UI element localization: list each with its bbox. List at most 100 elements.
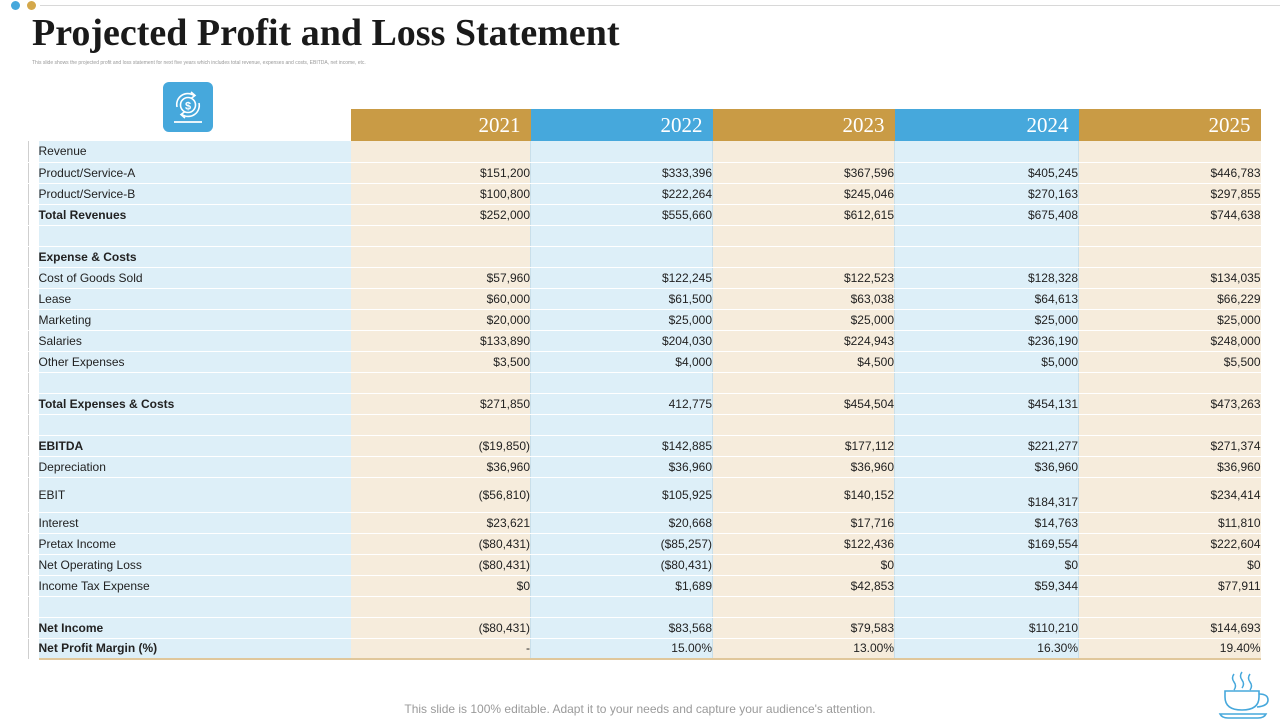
cell-value xyxy=(530,596,713,618)
cell-value: $61,500 xyxy=(530,288,713,310)
cell-value: $252,000 xyxy=(350,204,531,226)
cell-value: ($80,431) xyxy=(350,554,531,576)
cell-value xyxy=(712,246,895,268)
cell-value: $122,523 xyxy=(712,267,895,289)
cell-value: $0 xyxy=(894,554,1079,576)
cell-value: $5,000 xyxy=(894,351,1079,373)
cell-value: $405,245 xyxy=(894,162,1079,184)
cell-value: $133,890 xyxy=(350,330,531,352)
cell-value xyxy=(1078,414,1261,436)
cell-value xyxy=(530,225,713,247)
cell-value: $297,855 xyxy=(1078,183,1261,205)
cell-value: $142,885 xyxy=(530,435,713,457)
table-row: Net Income ($80,431) $83,568 $79,583 $11… xyxy=(28,617,1261,639)
cell-value: $333,396 xyxy=(530,162,713,184)
cell-value: $100,800 xyxy=(350,183,531,205)
cell-value xyxy=(712,596,895,618)
cell-value xyxy=(894,414,1079,436)
cell-value xyxy=(1078,225,1261,247)
cell-value xyxy=(530,414,713,436)
cell-value xyxy=(712,141,895,163)
cell-value xyxy=(894,225,1079,247)
row-label: Other Expenses xyxy=(38,351,351,373)
cell-value xyxy=(1078,596,1261,618)
cell-value: ($80,431) xyxy=(530,554,713,576)
cell-value: $20,000 xyxy=(350,309,531,331)
cell-value: $473,263 xyxy=(1078,393,1261,415)
table-row: Total Expenses & Costs $271,850 412,775 … xyxy=(28,393,1261,415)
cell-value: 13.00% xyxy=(712,638,895,660)
cell-value: $36,960 xyxy=(350,456,531,478)
cell-value: $675,408 xyxy=(894,204,1079,226)
cell-value xyxy=(350,141,531,163)
top-divider xyxy=(40,5,1280,6)
cell-value: $222,264 xyxy=(530,183,713,205)
cell-value: $105,925 xyxy=(530,477,713,513)
row-label: Lease xyxy=(38,288,351,310)
cell-value: $14,763 xyxy=(894,512,1079,534)
accent-dot-gold xyxy=(27,1,36,10)
table-row: Depreciation $36,960 $36,960 $36,960 $36… xyxy=(28,456,1261,478)
row-label: Income Tax Expense xyxy=(38,575,351,597)
table-row xyxy=(28,596,1261,618)
cell-value: ($56,810) xyxy=(350,477,531,513)
cell-value: - xyxy=(350,638,531,660)
cell-value: $36,960 xyxy=(894,456,1079,478)
year-header: 2025 xyxy=(1078,109,1261,141)
row-label: Revenue xyxy=(38,141,351,163)
cell-value: $23,621 xyxy=(350,512,531,534)
cell-value xyxy=(350,596,531,618)
table-row: Interest $23,621 $20,668 $17,716 $14,763… xyxy=(28,512,1261,534)
cell-value: ($80,431) xyxy=(350,617,531,639)
row-label: Pretax Income xyxy=(38,533,351,555)
cell-value: $454,131 xyxy=(894,393,1079,415)
table-row xyxy=(28,225,1261,247)
cell-value: $454,504 xyxy=(712,393,895,415)
svg-text:$: $ xyxy=(185,101,191,113)
cell-value: $25,000 xyxy=(712,309,895,331)
row-label: Expense & Costs xyxy=(38,246,351,268)
row-label: Net Income xyxy=(38,617,351,639)
row-label: Cost of Goods Sold xyxy=(38,267,351,289)
cell-value: $236,190 xyxy=(894,330,1079,352)
cell-value xyxy=(350,372,531,394)
table-row: Salaries $133,890 $204,030 $224,943 $236… xyxy=(28,330,1261,352)
row-label xyxy=(38,372,351,394)
cell-value xyxy=(350,414,531,436)
table-row: Other Expenses $3,500 $4,000 $4,500 $5,0… xyxy=(28,351,1261,373)
cell-value: $144,693 xyxy=(1078,617,1261,639)
cell-value: ($80,431) xyxy=(350,533,531,555)
table-row: Revenue xyxy=(28,141,1261,163)
cell-value: $151,200 xyxy=(350,162,531,184)
table-row: Product/Service-B $100,800 $222,264 $245… xyxy=(28,183,1261,205)
row-label: Interest xyxy=(38,512,351,534)
cell-value: $234,414 xyxy=(1078,477,1261,513)
table-row: Product/Service-A $151,200 $333,396 $367… xyxy=(28,162,1261,184)
cell-value: $270,163 xyxy=(894,183,1079,205)
cell-value: $60,000 xyxy=(350,288,531,310)
cell-value xyxy=(530,372,713,394)
table-row: EBITDA ($19,850) $142,885 $177,112 $221,… xyxy=(28,435,1261,457)
row-label: Total Expenses & Costs xyxy=(38,393,351,415)
dollar-exchange-icon: $ xyxy=(163,82,213,132)
cell-value xyxy=(350,246,531,268)
table-row: Total Revenues $252,000 $555,660 $612,61… xyxy=(28,204,1261,226)
cell-value: $59,344 xyxy=(894,575,1079,597)
table-row: EBIT ($56,810) $105,925 $140,152 $184,31… xyxy=(28,477,1261,513)
cell-value: $0 xyxy=(350,575,531,597)
cell-value: $184,317 xyxy=(894,477,1079,513)
cell-value xyxy=(712,225,895,247)
cell-value: $0 xyxy=(1078,554,1261,576)
cell-value: $245,046 xyxy=(712,183,895,205)
table-row xyxy=(28,372,1261,394)
row-label: Net Profit Margin (%) xyxy=(38,638,351,660)
cell-value xyxy=(1078,246,1261,268)
row-label: Net Operating Loss xyxy=(38,554,351,576)
row-label xyxy=(38,596,351,618)
cell-value: $0 xyxy=(712,554,895,576)
cell-value: 16.30% xyxy=(894,638,1079,660)
year-header: 2024 xyxy=(894,109,1079,141)
table-row: Expense & Costs xyxy=(28,246,1261,268)
cell-value: $744,638 xyxy=(1078,204,1261,226)
row-label: EBIT xyxy=(38,477,351,513)
